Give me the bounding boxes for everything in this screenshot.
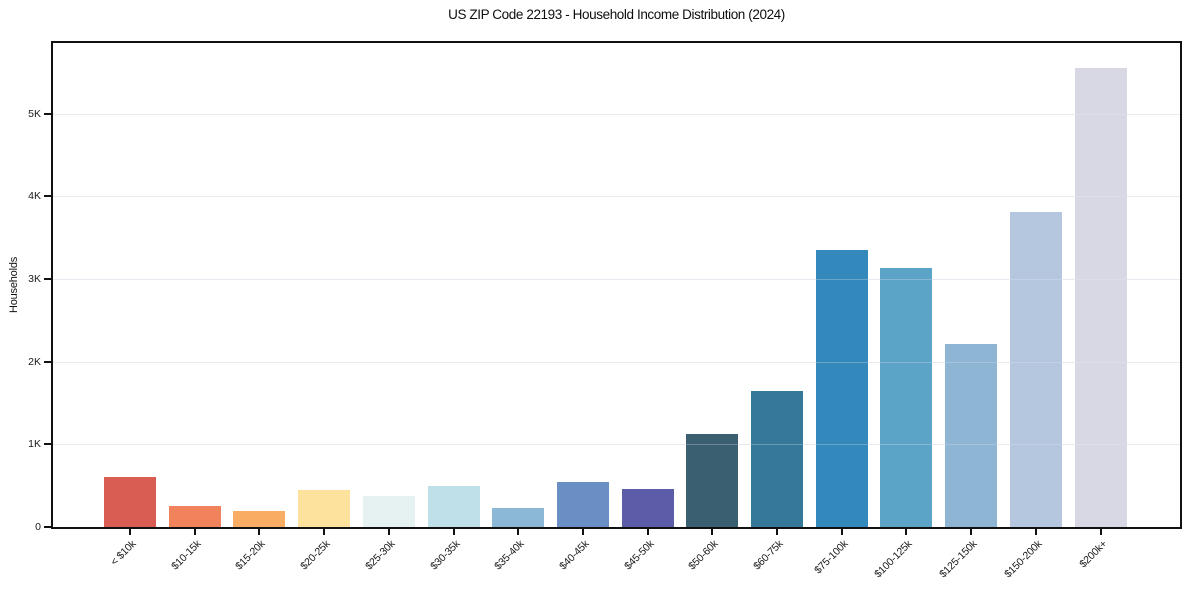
bar-$100-125k	[880, 268, 933, 527]
y-tick	[44, 360, 51, 363]
x-tick	[1099, 529, 1102, 535]
y-tick	[44, 112, 51, 115]
bar-$200k+	[1074, 68, 1127, 527]
x-tick	[1034, 529, 1037, 535]
x-tick-label: $125-150k	[937, 538, 980, 581]
x-tick	[646, 529, 649, 535]
y-tick-label: 0	[35, 521, 41, 533]
x-tick-label: $50-60k	[686, 538, 721, 573]
bar-$15-20k	[233, 511, 286, 527]
x-tick-label: $30-35k	[427, 538, 462, 573]
x-tick	[193, 529, 196, 535]
x-tick	[581, 529, 584, 535]
x-tick-label: $100-125k	[872, 538, 915, 581]
bar-$50-60k	[686, 434, 739, 527]
gridline-overlay	[53, 113, 1180, 115]
gridline	[53, 113, 1180, 115]
gridline	[53, 196, 1180, 198]
x-tick	[970, 529, 973, 535]
x-tick-label: $25-30k	[362, 538, 398, 573]
x-tick-label: $15-20k	[233, 538, 268, 573]
gridline-overlay	[53, 196, 1180, 198]
x-tick-label: $60-75k	[751, 538, 786, 573]
gridline-overlay	[53, 361, 1180, 363]
x-tick-label: $150-200k	[1001, 538, 1045, 581]
x-tick-label: $75-100k	[811, 538, 851, 577]
bar-$45-50k	[621, 489, 674, 527]
chart-title: US ZIP Code 22193 - Household Income Dis…	[448, 7, 785, 22]
x-tick-label: $35-40k	[492, 538, 527, 573]
y-tick-label: 1K	[28, 438, 41, 451]
y-tick	[44, 195, 51, 198]
gridline	[53, 279, 1180, 280]
bar-< $10k	[104, 477, 156, 527]
y-tick	[44, 278, 51, 280]
x-tick-label: $45-50k	[621, 538, 657, 573]
x-tick	[776, 529, 778, 535]
bar-$40-45k	[556, 482, 609, 527]
gridline	[53, 361, 1180, 363]
x-tick-label: $40-45k	[557, 538, 592, 573]
y-tick-label: 5K	[28, 107, 41, 120]
y-tick-label: 2K	[28, 355, 41, 368]
x-tick	[711, 529, 714, 535]
y-tick	[44, 443, 51, 446]
y-tick-label: 3K	[28, 273, 41, 285]
bar-$10-15k	[168, 506, 221, 527]
x-tick	[840, 529, 843, 535]
bar-$60-75k	[751, 391, 803, 527]
x-tick	[129, 529, 131, 535]
plot-area	[51, 41, 1182, 529]
gridline	[53, 444, 1180, 446]
bar-$25-30k	[362, 496, 415, 527]
bar-$125-150k	[945, 344, 998, 527]
bar-$35-40k	[492, 508, 545, 527]
bar-$30-35k	[427, 486, 480, 527]
x-tick	[517, 529, 520, 535]
bar-$150-200k	[1009, 212, 1062, 527]
bar-$20-25k	[298, 490, 351, 527]
x-tick	[905, 529, 908, 535]
y-tick	[44, 526, 51, 528]
x-tick	[323, 529, 326, 535]
x-tick-label: $20-25k	[298, 538, 333, 573]
x-tick	[387, 529, 390, 535]
gridline-overlay	[53, 444, 1180, 446]
gridline-overlay	[53, 279, 1180, 280]
x-tick-label: $200k+	[1076, 538, 1109, 571]
x-tick-label: $10-15k	[168, 538, 204, 573]
x-tick	[452, 529, 455, 535]
y-tick-label: 4K	[28, 190, 41, 203]
x-tick	[258, 529, 261, 535]
bar-$75-100k	[815, 250, 868, 527]
x-tick-label: < $10k	[108, 538, 139, 569]
